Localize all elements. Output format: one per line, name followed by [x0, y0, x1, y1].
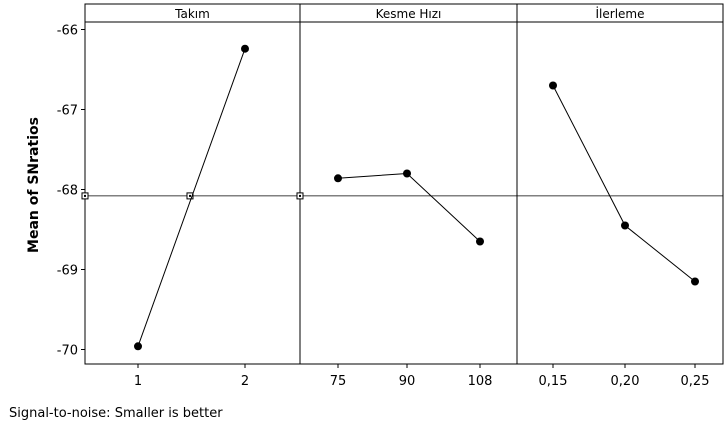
- panel-title: Takım: [174, 7, 210, 21]
- series-line: [552, 85, 696, 282]
- marks-layer: [134, 44, 699, 351]
- x-tick-label: 1: [134, 374, 142, 389]
- footnote: Signal-to-noise: Smaller is better: [9, 406, 223, 421]
- y-tick-label: -68: [57, 184, 78, 199]
- series-line: [337, 172, 481, 242]
- data-point: [621, 221, 629, 230]
- reference-marker-center: [299, 194, 301, 197]
- panel-title: Kesme Hızı: [376, 7, 442, 21]
- x-tick-label: 0,20: [611, 374, 640, 389]
- x-tick-label: 75: [330, 374, 347, 389]
- y-tick-label: -69: [57, 264, 78, 279]
- x-tick-label: 90: [399, 374, 416, 389]
- x-tick-label: 2: [241, 374, 249, 389]
- data-point: [403, 169, 411, 178]
- y-axis-label: Mean of SNratios: [26, 117, 42, 253]
- plot-frame: [84, 3, 724, 365]
- data-point: [476, 237, 484, 246]
- y-tick-label: -67: [57, 104, 78, 119]
- reference-marker-center: [84, 194, 86, 197]
- axes-layer: -66 -67 -68 -69 -70 Takım 1 2 Kesme Hızı 75 90 108 İ…: [57, 3, 724, 389]
- series-line: [137, 48, 246, 347]
- data-point: [691, 277, 699, 286]
- x-tick-label: 0,25: [681, 374, 710, 389]
- reference-marker-center: [189, 194, 191, 197]
- data-point: [241, 44, 249, 53]
- data-point: [334, 174, 342, 183]
- data-point: [549, 81, 557, 90]
- y-tick-label: -66: [57, 24, 78, 39]
- x-tick-label: 0,15: [539, 374, 568, 389]
- panel-title: İlerleme: [596, 6, 645, 21]
- data-point: [134, 342, 142, 351]
- x-tick-label: 108: [468, 374, 493, 389]
- y-tick-label: -70: [57, 344, 78, 359]
